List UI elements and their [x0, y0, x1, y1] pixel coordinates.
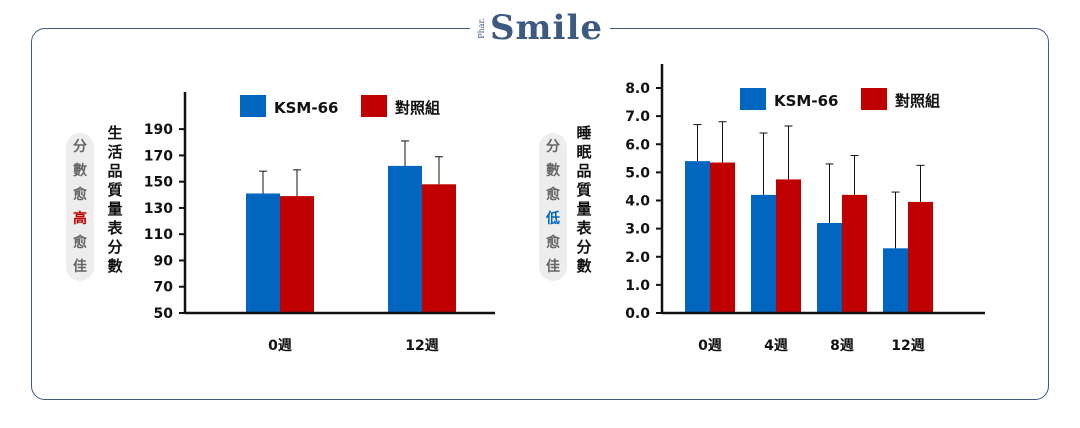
legend-swatch: [861, 88, 887, 110]
legend-label: KSM-66: [774, 92, 838, 110]
y-tick-label: 110: [144, 227, 173, 243]
legend-label: 對照組: [395, 99, 440, 117]
bar-control: [422, 184, 456, 313]
note-char: 低: [546, 211, 560, 227]
axis-title-char: 分: [576, 238, 592, 256]
bar-ksm66: [751, 194, 776, 313]
legend-swatch: [740, 88, 766, 110]
y-tick-label: 6.0: [625, 137, 650, 153]
y-tick-label: 7.0: [625, 109, 650, 125]
x-tick-label: 0週: [698, 338, 722, 354]
bar-ksm66: [246, 193, 280, 313]
note-char: 愈: [73, 235, 87, 251]
y-tick-label: 1.0: [625, 278, 650, 294]
note-char: 高: [73, 211, 87, 227]
axis-title-char: 分: [107, 238, 123, 256]
bar-control: [842, 194, 867, 313]
y-tick-label: 150: [144, 175, 173, 191]
y-tick-label: 190: [144, 122, 173, 138]
x-tick-label: 12週: [891, 338, 924, 354]
axis-title-char: 數: [107, 257, 123, 275]
note-char: 數: [546, 163, 560, 179]
bar-control: [280, 196, 314, 313]
note-char: 愈: [546, 187, 560, 203]
lower-is-better-note: 分數愈低愈佳: [539, 133, 567, 281]
axis-title-char: 質: [107, 181, 123, 199]
y-tick-label: 170: [144, 148, 173, 164]
axis-title-char: 眠: [576, 143, 592, 161]
left-chart-y-axis-title: 生活品質量表分數: [104, 124, 126, 276]
x-tick-label: 0週: [268, 338, 292, 354]
note-char: 愈: [546, 235, 560, 251]
axis-title-char: 數: [576, 257, 592, 275]
axis-title-char: 表: [576, 219, 592, 237]
y-tick-label: 70: [154, 280, 174, 296]
axis-title-char: 活: [107, 143, 123, 161]
y-tick-label: 4.0: [625, 194, 650, 210]
brand-logo: Phar. Smile: [470, 6, 610, 50]
legend-label: KSM-66: [274, 99, 338, 117]
axis-title-char: 表: [107, 219, 123, 237]
x-tick-label: 12週: [405, 338, 438, 354]
y-tick-label: 130: [144, 201, 173, 217]
note-char: 佳: [546, 259, 560, 275]
axis-title-char: 量: [107, 200, 123, 218]
y-tick-label: 2.0: [625, 250, 650, 266]
bar-ksm66: [685, 161, 710, 313]
bar-ksm66: [883, 248, 908, 313]
y-tick-label: 50: [154, 306, 174, 322]
higher-is-better-note: 分數愈高愈佳: [66, 133, 94, 281]
axis-title-char: 品: [576, 162, 592, 180]
axis-title-char: 生: [107, 124, 123, 142]
legend-swatch: [361, 95, 387, 117]
note-char: 分: [73, 139, 87, 155]
y-tick-label: 0.0: [625, 306, 650, 322]
note-char: 愈: [73, 187, 87, 203]
axis-title-char: 品: [107, 162, 123, 180]
y-tick-label: 5.0: [625, 165, 650, 181]
note-char: 數: [73, 163, 87, 179]
axis-title-char: 質: [576, 181, 592, 199]
bar-ksm66: [388, 165, 422, 313]
legend-swatch: [240, 95, 266, 117]
right-chart-y-axis-title: 睡眠品質量表分數: [573, 124, 595, 276]
axis-title-char: 睡: [576, 124, 592, 142]
note-char: 分: [546, 139, 560, 155]
x-tick-label: 8週: [830, 338, 854, 354]
bar-control: [776, 179, 801, 313]
brand-name: Smile: [490, 8, 603, 48]
note-char: 佳: [73, 259, 87, 275]
y-tick-label: 3.0: [625, 222, 650, 238]
x-tick-label: 4週: [764, 338, 788, 354]
bar-control: [908, 201, 933, 313]
y-tick-label: 8.0: [625, 81, 650, 97]
axis-title-char: 量: [576, 200, 592, 218]
legend-label: 對照組: [895, 92, 940, 110]
y-tick-label: 90: [154, 253, 174, 269]
bar-ksm66: [817, 223, 842, 313]
bar-control: [710, 162, 735, 313]
